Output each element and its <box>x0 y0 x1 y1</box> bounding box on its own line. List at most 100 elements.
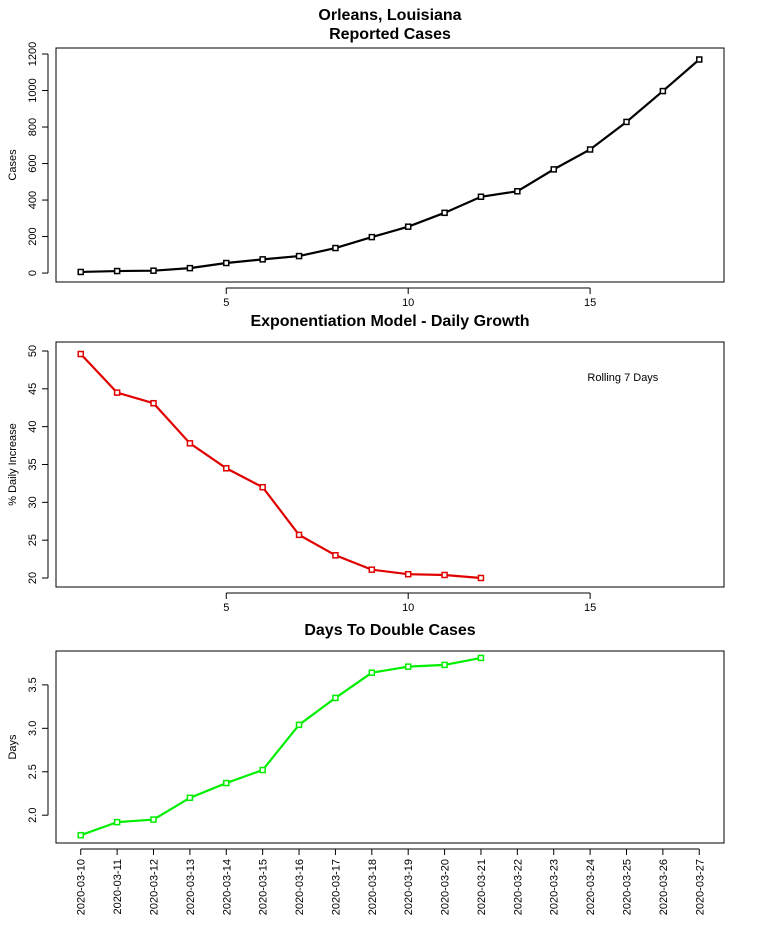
data-line <box>80 656 482 837</box>
data-point <box>150 267 157 274</box>
chart-title: Days To Double Cases <box>304 622 475 639</box>
x-tick-label: 5 <box>223 602 229 614</box>
y-tick-label: 800 <box>27 118 39 136</box>
chart-title: Reported Cases <box>329 26 451 43</box>
data-point <box>77 350 84 358</box>
y-tick-label: 45 <box>27 383 39 395</box>
data-point <box>77 268 84 276</box>
y-tick-label: 20 <box>27 572 39 584</box>
y-tick-label: 1000 <box>27 78 39 102</box>
data-point <box>295 531 303 539</box>
data-point <box>332 244 339 252</box>
data-point <box>623 118 630 126</box>
data-point <box>223 259 230 267</box>
data-point <box>477 193 485 201</box>
data-point <box>441 661 448 669</box>
data-point <box>404 570 412 578</box>
x-tick-label: 15 <box>584 602 596 614</box>
y-tick-label: 3.5 <box>27 677 39 692</box>
data-point <box>477 574 485 582</box>
y-tick-label: 40 <box>27 421 39 433</box>
data-point <box>113 267 121 275</box>
data-point <box>404 663 412 670</box>
data-point <box>186 440 194 447</box>
data-point <box>77 831 84 839</box>
x-tick-label: 2020-03-24 <box>585 859 597 915</box>
data-point <box>150 816 157 823</box>
y-tick-label: 30 <box>27 496 39 508</box>
data-point <box>259 256 266 263</box>
data-point <box>368 669 376 676</box>
data-point <box>696 56 703 63</box>
data-point <box>113 389 121 396</box>
y-axis-label: Cases <box>7 149 19 181</box>
x-tick-label: 2020-03-10 <box>76 859 88 915</box>
x-tick-label: 2020-03-22 <box>512 859 524 915</box>
x-tick-label: 5 <box>223 297 229 309</box>
x-tick-label: 2020-03-12 <box>149 859 161 915</box>
data-point <box>113 818 121 826</box>
y-tick-label: 2.0 <box>27 808 39 823</box>
x-tick-label: 15 <box>584 297 596 309</box>
data-line <box>79 353 482 580</box>
x-tick-label: 2020-03-11 <box>112 859 124 914</box>
y-axis-label: Days <box>7 734 19 760</box>
x-tick-label: 2020-03-27 <box>694 859 706 915</box>
data-point <box>295 721 303 729</box>
y-tick-label: 50 <box>27 345 39 357</box>
y-tick-label: 25 <box>27 534 39 546</box>
x-tick-label: 2020-03-25 <box>621 859 633 915</box>
chart-title: Orleans, Louisiana <box>318 7 461 24</box>
data-point <box>150 399 157 407</box>
data-point <box>659 87 667 95</box>
data-point <box>550 166 557 173</box>
x-tick-label: 2020-03-15 <box>258 859 270 915</box>
data-point <box>332 694 339 702</box>
x-tick-label: 2020-03-13 <box>185 859 197 915</box>
data-point <box>223 779 230 787</box>
y-tick-label: 35 <box>27 458 39 470</box>
x-tick-label: 2020-03-16 <box>294 859 306 915</box>
x-tick-label: 2020-03-17 <box>330 859 342 915</box>
x-tick-label: 10 <box>402 602 414 614</box>
x-tick-label: 2020-03-18 <box>367 859 379 915</box>
y-tick-label: 2.5 <box>27 764 39 779</box>
x-tick-label: 2020-03-14 <box>221 859 233 915</box>
y-tick-label: 200 <box>27 227 39 245</box>
data-point <box>404 223 412 230</box>
data-line <box>80 58 700 274</box>
y-tick-label: 1200 <box>27 42 39 66</box>
data-point <box>514 188 521 195</box>
x-tick-label: 2020-03-20 <box>440 859 452 915</box>
y-tick-label: 600 <box>27 154 39 172</box>
data-point <box>223 465 230 472</box>
data-point <box>441 571 448 579</box>
plot-frame <box>55 650 725 844</box>
annotation: Rolling 7 Days <box>587 372 658 384</box>
y-tick-label: 400 <box>27 191 39 209</box>
plot-frame <box>55 47 725 283</box>
x-tick-label: 2020-03-23 <box>549 859 561 915</box>
data-point <box>186 264 194 272</box>
y-tick-label: 3.0 <box>27 721 39 736</box>
x-tick-label: 2020-03-19 <box>403 859 415 915</box>
x-tick-label: 2020-03-21 <box>476 859 488 915</box>
data-point <box>368 233 376 241</box>
data-point <box>441 209 448 217</box>
data-point <box>259 483 266 491</box>
data-point <box>295 252 303 260</box>
data-point <box>186 794 194 802</box>
data-point <box>477 654 485 662</box>
data-point <box>368 566 376 573</box>
data-point <box>332 552 339 559</box>
chart-title: Exponentiation Model - Daily Growth <box>250 313 529 330</box>
y-axis-label: % Daily Increase <box>7 423 19 506</box>
x-tick-label: 2020-03-26 <box>658 859 670 915</box>
data-point <box>586 146 594 153</box>
x-tick-label: 10 <box>402 297 414 309</box>
data-point <box>259 766 266 774</box>
plot-frame <box>55 341 725 588</box>
y-tick-label: 0 <box>27 270 39 276</box>
